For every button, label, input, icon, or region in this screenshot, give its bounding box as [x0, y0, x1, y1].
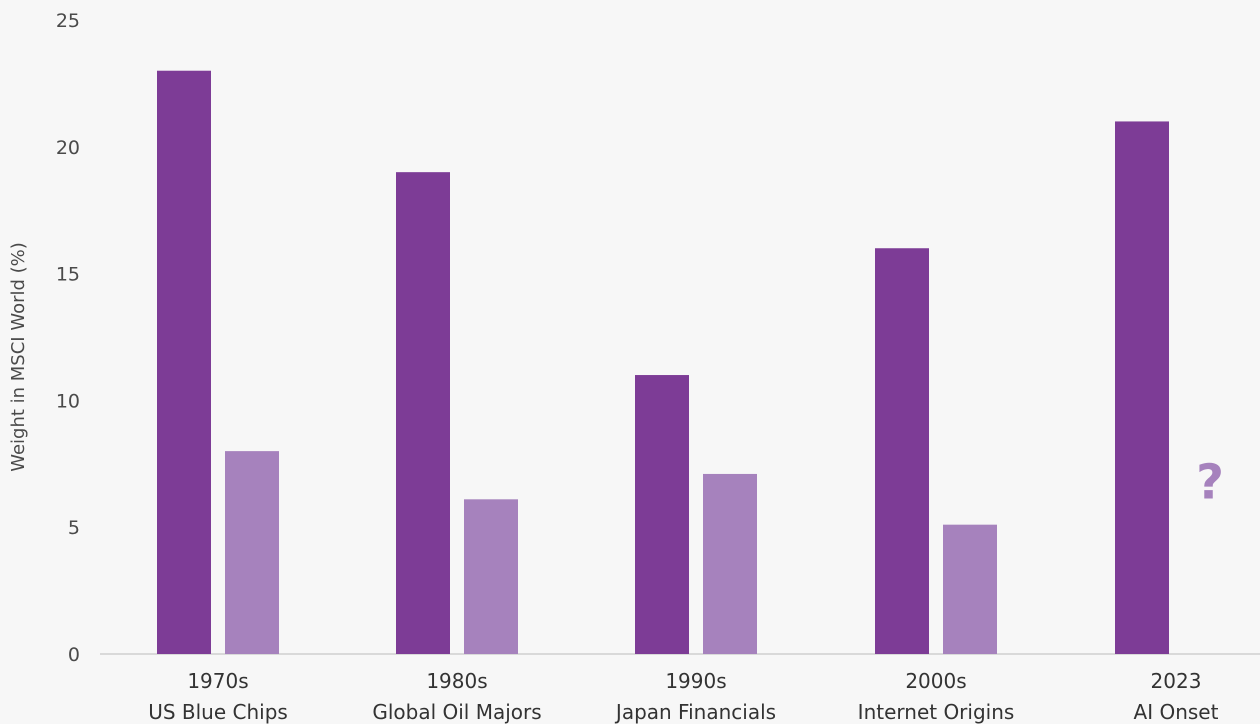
bar-1970s-series-2	[225, 451, 279, 654]
category-label-period: 2023	[1151, 669, 1202, 693]
bar-2000s-series-1	[875, 248, 929, 655]
y-axis-label: Weight in MSCI World (%)	[8, 242, 29, 472]
annotations: ?	[1196, 455, 1224, 511]
category-label-theme: US Blue Chips	[148, 700, 288, 724]
bar-1970s-series-1	[157, 70, 211, 655]
category-label-theme: AI Onset	[1134, 700, 1219, 724]
question-mark-annotation: ?	[1196, 455, 1224, 511]
category-label-theme: Internet Origins	[858, 700, 1015, 724]
category-label-period: 2000s	[905, 669, 966, 693]
category-label-period: 1990s	[665, 669, 726, 693]
y-tick-label: 20	[56, 137, 80, 159]
bar-1980s-series-2	[464, 499, 518, 654]
bar-2023-series-1	[1115, 121, 1169, 654]
y-tick-label: 0	[68, 644, 80, 666]
category-label-period: 1980s	[426, 669, 487, 693]
category-label-theme: Global Oil Majors	[372, 700, 541, 724]
bars-group	[157, 70, 1169, 655]
bar-1990s-series-1	[635, 375, 689, 654]
y-tick-label: 15	[56, 264, 80, 286]
category-label-theme: Japan Financials	[614, 700, 776, 724]
y-tick-label: 5	[68, 517, 80, 539]
bar-1980s-series-1	[396, 172, 450, 654]
y-axis-ticks: 0 5 10 15 20 25	[56, 10, 80, 666]
bar-2000s-series-2	[943, 524, 997, 654]
y-tick-label: 10	[56, 390, 80, 412]
category-label-period: 1970s	[187, 669, 248, 693]
category-labels: 1970s US Blue Chips 1980s Global Oil Majors…	[148, 669, 1218, 724]
bar-1990s-series-2	[703, 473, 757, 654]
y-tick-label: 25	[56, 10, 80, 32]
